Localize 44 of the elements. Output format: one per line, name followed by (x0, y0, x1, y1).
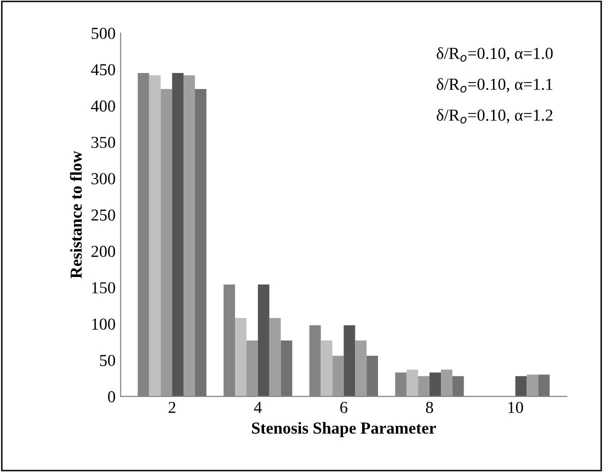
bar (355, 340, 367, 396)
bar (320, 340, 332, 396)
bar (258, 284, 270, 396)
bar (246, 340, 258, 396)
y-tick-label: 200 (91, 246, 116, 258)
bar (160, 89, 172, 396)
annotation: δ/R$_{o}$=0.10, α=1.2 (436, 108, 552, 124)
bar (430, 372, 441, 396)
bar (332, 356, 344, 396)
y-tick-label: 300 (92, 173, 116, 184)
y-tick-label: 100 (92, 318, 116, 330)
bar (149, 75, 161, 396)
y-tick-label: 500 (92, 28, 116, 39)
x-tick-label: 8 (426, 402, 434, 414)
y-tick-label: 50 (100, 354, 116, 366)
bar (280, 340, 292, 396)
bar (526, 374, 538, 396)
y-axis-title: Resistance to flow (70, 150, 82, 278)
y-tick-label: 400 (91, 100, 116, 112)
y-tick-label: 250 (91, 209, 116, 221)
y-tick-label: 0 (108, 391, 116, 402)
bar (406, 370, 418, 396)
bar (172, 73, 184, 396)
bar (184, 75, 195, 396)
y-tick-label: 350 (92, 136, 116, 148)
annotation: δ/R$_{o}$=0.10, α=1.0 (436, 47, 553, 62)
x-tick-label: 4 (254, 402, 262, 413)
bar (515, 376, 527, 396)
bar (538, 374, 550, 396)
bar (440, 370, 452, 396)
y-tick-label: 150 (92, 282, 116, 294)
bar (366, 356, 378, 396)
x-axis-title: Stenosis Shape Parameter (252, 422, 436, 438)
bar (194, 89, 206, 396)
bar (452, 376, 464, 396)
bar (269, 318, 281, 396)
bar (235, 318, 246, 396)
x-tick-label: 2 (168, 402, 176, 413)
annotation: δ/R$_{o}$=0.10, α=1.1 (436, 78, 552, 93)
bar (418, 376, 430, 396)
x-tick-label: 10 (508, 402, 524, 414)
y-tick-label: 450 (91, 64, 116, 76)
bar (344, 325, 356, 396)
x-tick-label: 6 (340, 402, 348, 414)
